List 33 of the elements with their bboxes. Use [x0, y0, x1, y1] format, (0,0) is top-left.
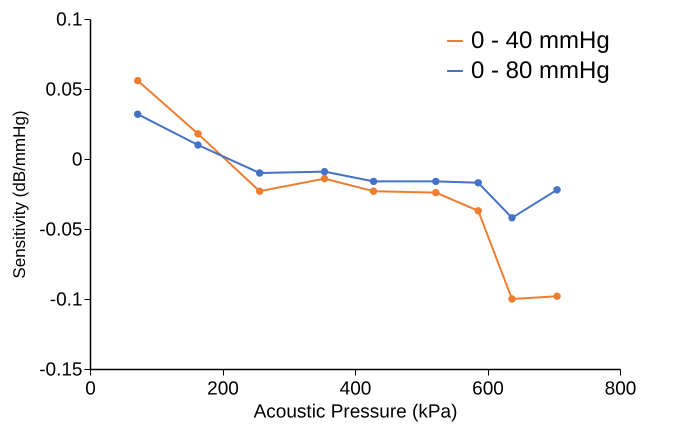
x-tick-label: 800 [604, 378, 636, 400]
y-axis-title: Sensitivity (dB/mmHg) [10, 110, 30, 279]
point [508, 295, 516, 303]
y-tick-label: -0.05 [39, 220, 82, 240]
point [256, 188, 264, 195]
legend-label: 0 - 80 mmHg [471, 57, 610, 84]
point [370, 178, 378, 186]
point [474, 179, 482, 186]
y-tick-label: -0.15 [39, 360, 82, 380]
point [194, 130, 202, 138]
legend-label: 0 - 40 mmHg [471, 27, 610, 54]
point [370, 188, 378, 195]
x-axis-title: Acoustic Pressure (kPa) [254, 402, 458, 422]
point [553, 292, 561, 300]
point [134, 76, 142, 84]
x-tick-label: 200 [207, 378, 239, 400]
point [320, 168, 328, 176]
y-tick-label: 0.05 [46, 80, 82, 100]
point [194, 141, 202, 149]
point [508, 214, 516, 222]
point [256, 169, 264, 177]
point [432, 188, 440, 196]
x-tick-label: 0 [85, 378, 96, 400]
x-tick-label: 400 [340, 378, 372, 400]
y-tick-label: -0.1 [50, 290, 82, 310]
point [432, 178, 440, 186]
point [474, 207, 482, 214]
point [134, 110, 142, 118]
y-tick-label: 0 [72, 150, 82, 170]
point [320, 174, 328, 182]
point [553, 186, 561, 194]
y-tick-label: 0.1 [56, 10, 82, 30]
x-tick-label: 600 [472, 378, 504, 400]
